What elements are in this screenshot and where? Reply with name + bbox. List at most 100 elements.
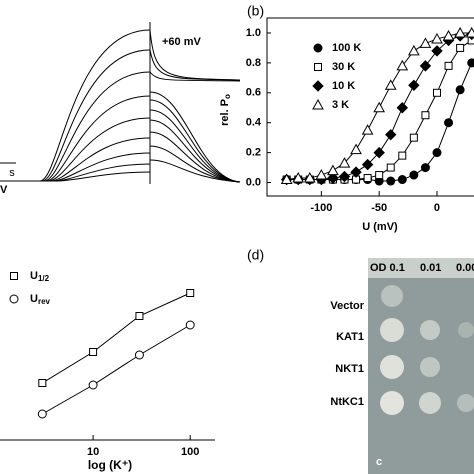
strain-label: NtKC1 [330, 396, 364, 408]
marker [89, 348, 98, 356]
marker [467, 58, 474, 68]
legend-text: Urev [30, 293, 51, 306]
marker [327, 172, 339, 184]
legend-text: U1/2 [30, 270, 50, 283]
marker [444, 118, 454, 128]
marker [431, 32, 443, 44]
legend-text: 30 K [332, 61, 355, 73]
legend-name: U [30, 270, 38, 282]
marker [38, 379, 47, 387]
marker [314, 63, 322, 71]
marker [384, 79, 397, 90]
marker [421, 111, 430, 120]
y-tick-label: 0.6 [246, 87, 261, 99]
marker [88, 380, 98, 390]
legend-name-sub: 1/2 [38, 274, 50, 283]
marker [420, 163, 430, 173]
x-tick-label: 0 [434, 202, 440, 214]
y-tick-label: 0.4 [246, 117, 262, 129]
y-tick-label: 0.8 [246, 57, 261, 69]
plate-header-label: 0.01 [420, 262, 441, 274]
marker [396, 59, 409, 71]
x-tick-label: -100 [310, 202, 332, 214]
marker [292, 172, 305, 183]
current-traces [0, 22, 241, 184]
marker [134, 350, 144, 360]
marker [338, 157, 351, 168]
x-axis-label: U (mV) [362, 221, 398, 233]
marker [386, 163, 395, 172]
marker [431, 45, 443, 57]
marker [397, 175, 407, 185]
marker [361, 124, 374, 135]
marker [375, 171, 384, 180]
y-axis-label-sub: o [223, 94, 232, 99]
y-tick-label: 0.2 [246, 147, 261, 159]
marker [444, 61, 453, 70]
marker [419, 37, 432, 48]
marker [409, 133, 418, 142]
marker [408, 44, 420, 56]
plate-header-label: 0.00 [456, 262, 474, 274]
marker [442, 29, 455, 41]
marker [350, 143, 362, 155]
marker [373, 146, 385, 159]
panel-label: (b) [247, 3, 264, 19]
x-tick-label: 10 [87, 446, 99, 458]
marker [37, 409, 47, 419]
marker [408, 79, 420, 92]
marker [361, 158, 374, 171]
series-line [42, 324, 191, 415]
marker [338, 170, 351, 183]
series-line [286, 62, 473, 182]
strain-label: KAT1 [336, 331, 364, 343]
marker [386, 176, 396, 186]
yeast-spots [380, 285, 474, 415]
marker [398, 151, 407, 160]
marker [363, 174, 372, 183]
marker [432, 148, 442, 158]
marker [350, 166, 362, 178]
legend-text: 3 K [332, 99, 349, 111]
legend-text: 10 K [332, 80, 355, 92]
y-tick-label: 1.0 [246, 27, 261, 39]
marker [10, 272, 18, 280]
marker [409, 170, 419, 180]
marker [280, 173, 293, 185]
series-line [42, 292, 191, 384]
marker [303, 172, 316, 183]
marker [313, 43, 323, 53]
marker [455, 85, 465, 95]
legend-text: 100 K [332, 42, 361, 54]
marker [9, 294, 19, 304]
marker [373, 101, 386, 113]
y-axis-label-main: rel. P [219, 99, 231, 126]
y-tick-label: 0.0 [246, 176, 261, 188]
x-axis-label: log (K⁺) [88, 458, 132, 472]
plate-header-label: OD 0.1 [370, 262, 405, 274]
legend-name-sub: rev [38, 297, 51, 306]
marker [385, 128, 397, 141]
edge-label: V [0, 184, 8, 196]
marker [419, 60, 432, 72]
panel-label: (d) [247, 247, 264, 263]
x-tick-label: 100 [181, 446, 199, 458]
plate-header [368, 258, 474, 278]
scale-label: s [9, 167, 15, 179]
strain-label: Vector [330, 300, 364, 312]
marker [465, 26, 474, 38]
marker [327, 164, 339, 176]
marker [315, 169, 328, 180]
marker [396, 102, 409, 114]
marker [432, 88, 441, 97]
plate-corner-label: c [376, 456, 382, 468]
strain-label: NKT1 [335, 363, 364, 375]
marker [312, 98, 324, 110]
x-tick-label: -50 [371, 202, 387, 214]
marker [186, 289, 195, 297]
marker [185, 320, 195, 330]
marker [312, 80, 324, 92]
plot-frame [266, 17, 474, 197]
marker [456, 43, 465, 52]
